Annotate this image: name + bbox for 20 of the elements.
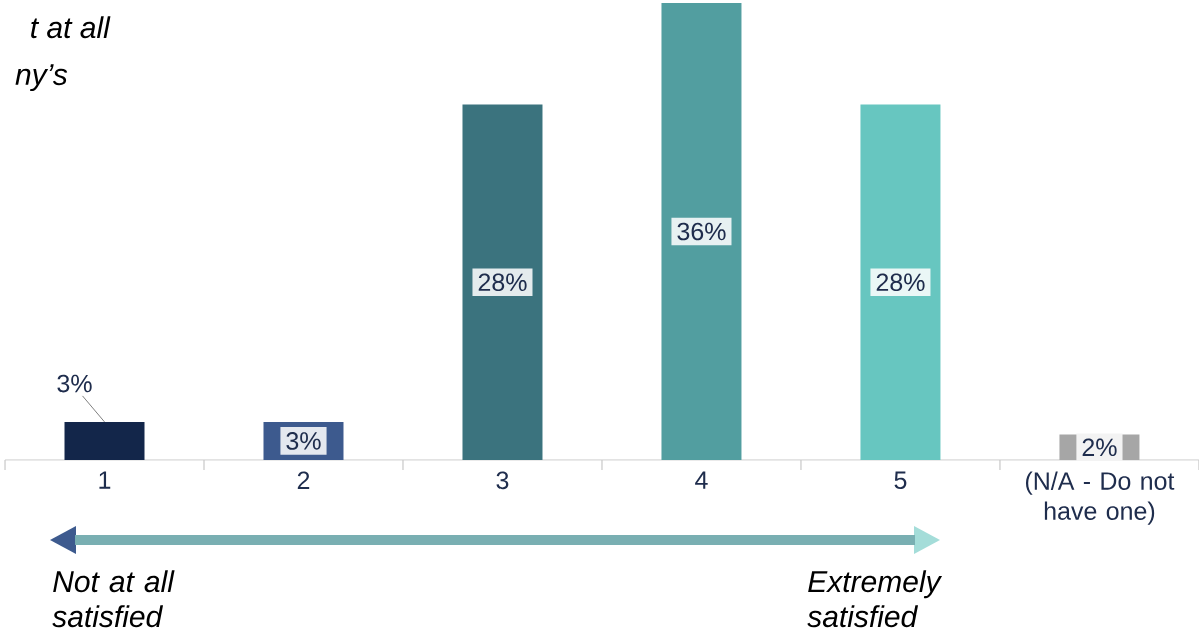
x-tick-label: (N/A - Do not have one) xyxy=(1025,471,1175,525)
x-tick-label: 4 xyxy=(695,471,708,489)
annotation: t at all xyxy=(31,16,111,39)
x-tick-label: 2 xyxy=(297,471,310,489)
bar xyxy=(462,104,543,460)
annotation: 3% xyxy=(57,374,92,393)
x-tick-label: 1 xyxy=(99,471,111,489)
bar xyxy=(661,2,742,460)
data-label: 3% xyxy=(286,432,321,450)
data-label: 28% xyxy=(478,273,527,292)
data-label: 36% xyxy=(677,222,726,241)
bar xyxy=(860,104,941,460)
text: Extremely satisfied xyxy=(807,570,943,628)
x-tick-label: 3 xyxy=(496,471,509,490)
annotation: ny’s xyxy=(15,64,68,92)
data-label: 28% xyxy=(876,273,925,292)
x-tick-label: 5 xyxy=(894,471,907,489)
data-label: 2% xyxy=(1082,438,1117,457)
text: Not at all satisfied xyxy=(52,570,175,628)
bar xyxy=(64,421,145,460)
